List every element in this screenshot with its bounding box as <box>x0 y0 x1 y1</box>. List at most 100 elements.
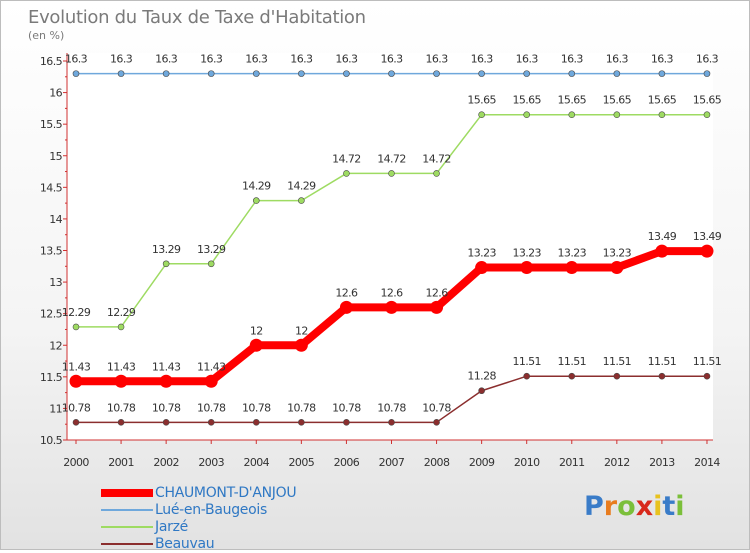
data-point <box>72 70 80 77</box>
data-point <box>523 372 531 380</box>
data-label: 11.43 <box>107 360 136 373</box>
data-point <box>520 261 534 275</box>
logo-letter: i <box>653 491 663 522</box>
data-label: 10.78 <box>62 401 91 414</box>
data-label: 11.43 <box>152 360 181 373</box>
data-label: 14.72 <box>332 152 361 165</box>
data-point <box>162 70 170 77</box>
data-point <box>433 70 440 77</box>
y-tick-label: 14.5 <box>40 181 63 194</box>
y-tick-label: 16 <box>49 87 62 100</box>
data-label: 15.65 <box>648 94 677 107</box>
data-label: 16.3 <box>155 53 178 66</box>
data-label: 16.3 <box>471 53 494 66</box>
data-label: 13.29 <box>197 243 226 256</box>
proxiti-logo: Proxiti <box>584 491 685 522</box>
data-point <box>433 419 440 426</box>
data-point <box>478 111 485 118</box>
data-label: 13.23 <box>558 247 587 260</box>
data-point <box>568 70 576 77</box>
data-label: 11.51 <box>603 355 632 368</box>
legend-label: Lué-en-Baugeois <box>155 502 267 518</box>
y-tick-label: 11 <box>49 402 62 415</box>
data-label: 10.78 <box>287 401 316 414</box>
x-tick-label: 2005 <box>289 456 315 469</box>
data-label: 11.51 <box>648 355 677 368</box>
data-label: 12.29 <box>107 306 136 319</box>
data-label: 16.3 <box>606 53 629 66</box>
data-point <box>72 419 80 426</box>
data-point <box>388 419 395 426</box>
data-label: 13.49 <box>648 230 677 243</box>
data-label: 10.78 <box>377 401 406 414</box>
data-point <box>565 261 579 275</box>
data-point <box>117 70 125 77</box>
legend-swatch <box>101 526 153 528</box>
data-point <box>658 372 666 380</box>
x-tick-label: 2008 <box>424 456 450 469</box>
data-label: 13.23 <box>467 247 496 260</box>
data-point <box>343 170 350 177</box>
data-label: 15.65 <box>467 94 496 107</box>
data-point <box>613 70 621 77</box>
data-point <box>388 70 395 77</box>
logo-letter: t <box>662 491 676 522</box>
data-label: 16.3 <box>200 53 223 66</box>
data-label: 16.3 <box>290 53 313 66</box>
data-label: 10.78 <box>107 401 136 414</box>
data-label: 16.3 <box>335 53 358 66</box>
x-tick-label: 2002 <box>153 456 179 469</box>
data-label: 14.29 <box>287 180 316 193</box>
data-point <box>298 419 305 426</box>
data-point <box>207 260 215 268</box>
data-point <box>117 419 125 426</box>
data-label: 16.3 <box>110 53 133 66</box>
logo-letter: x <box>635 491 654 522</box>
x-tick-label: 2001 <box>108 456 134 469</box>
x-tick-label: 2004 <box>243 456 269 469</box>
data-label: 10.78 <box>242 401 271 414</box>
y-tick-label: 11.5 <box>40 371 63 384</box>
data-point <box>478 387 485 395</box>
data-label: 12 <box>250 324 263 337</box>
data-label: 13.29 <box>152 243 181 256</box>
data-point <box>703 111 711 118</box>
data-point <box>610 261 624 275</box>
data-label: 10.78 <box>152 401 181 414</box>
data-label: 12.6 <box>380 286 403 299</box>
data-point <box>655 244 669 258</box>
data-point <box>658 111 666 118</box>
data-point <box>703 70 711 77</box>
data-label: 15.65 <box>512 94 541 107</box>
data-label: 14.72 <box>377 152 406 165</box>
data-point <box>207 419 215 426</box>
data-point <box>343 419 350 426</box>
x-tick-label: 2011 <box>559 456 585 469</box>
data-point <box>568 111 576 118</box>
data-label: 16.3 <box>245 53 268 66</box>
data-point <box>478 70 485 77</box>
line-chart: 10.5 11 11.5 12 12.5 13 13.5 14 14.5 15 15.5 16 16.5… <box>40 53 723 469</box>
x-tick-label: 2013 <box>649 456 675 469</box>
logo-letter: i <box>675 491 685 522</box>
data-label: 10.78 <box>422 401 451 414</box>
data-point <box>204 374 218 388</box>
logo-letter: o <box>617 491 636 522</box>
data-point <box>343 70 350 77</box>
data-point <box>249 338 263 352</box>
data-point <box>159 374 173 388</box>
data-point <box>298 70 305 77</box>
logo-letter: P <box>584 491 604 522</box>
data-label: 14.29 <box>242 180 271 193</box>
data-point <box>388 170 395 177</box>
data-label: 11.51 <box>558 355 587 368</box>
data-point <box>207 70 215 77</box>
data-point <box>658 70 666 77</box>
y-tick-label: 16.5 <box>40 55 63 68</box>
data-label: 15.65 <box>603 94 632 107</box>
data-point <box>613 372 621 380</box>
data-point <box>252 197 260 204</box>
data-point <box>430 300 444 314</box>
chart-unit-label: (en %) <box>28 29 65 42</box>
